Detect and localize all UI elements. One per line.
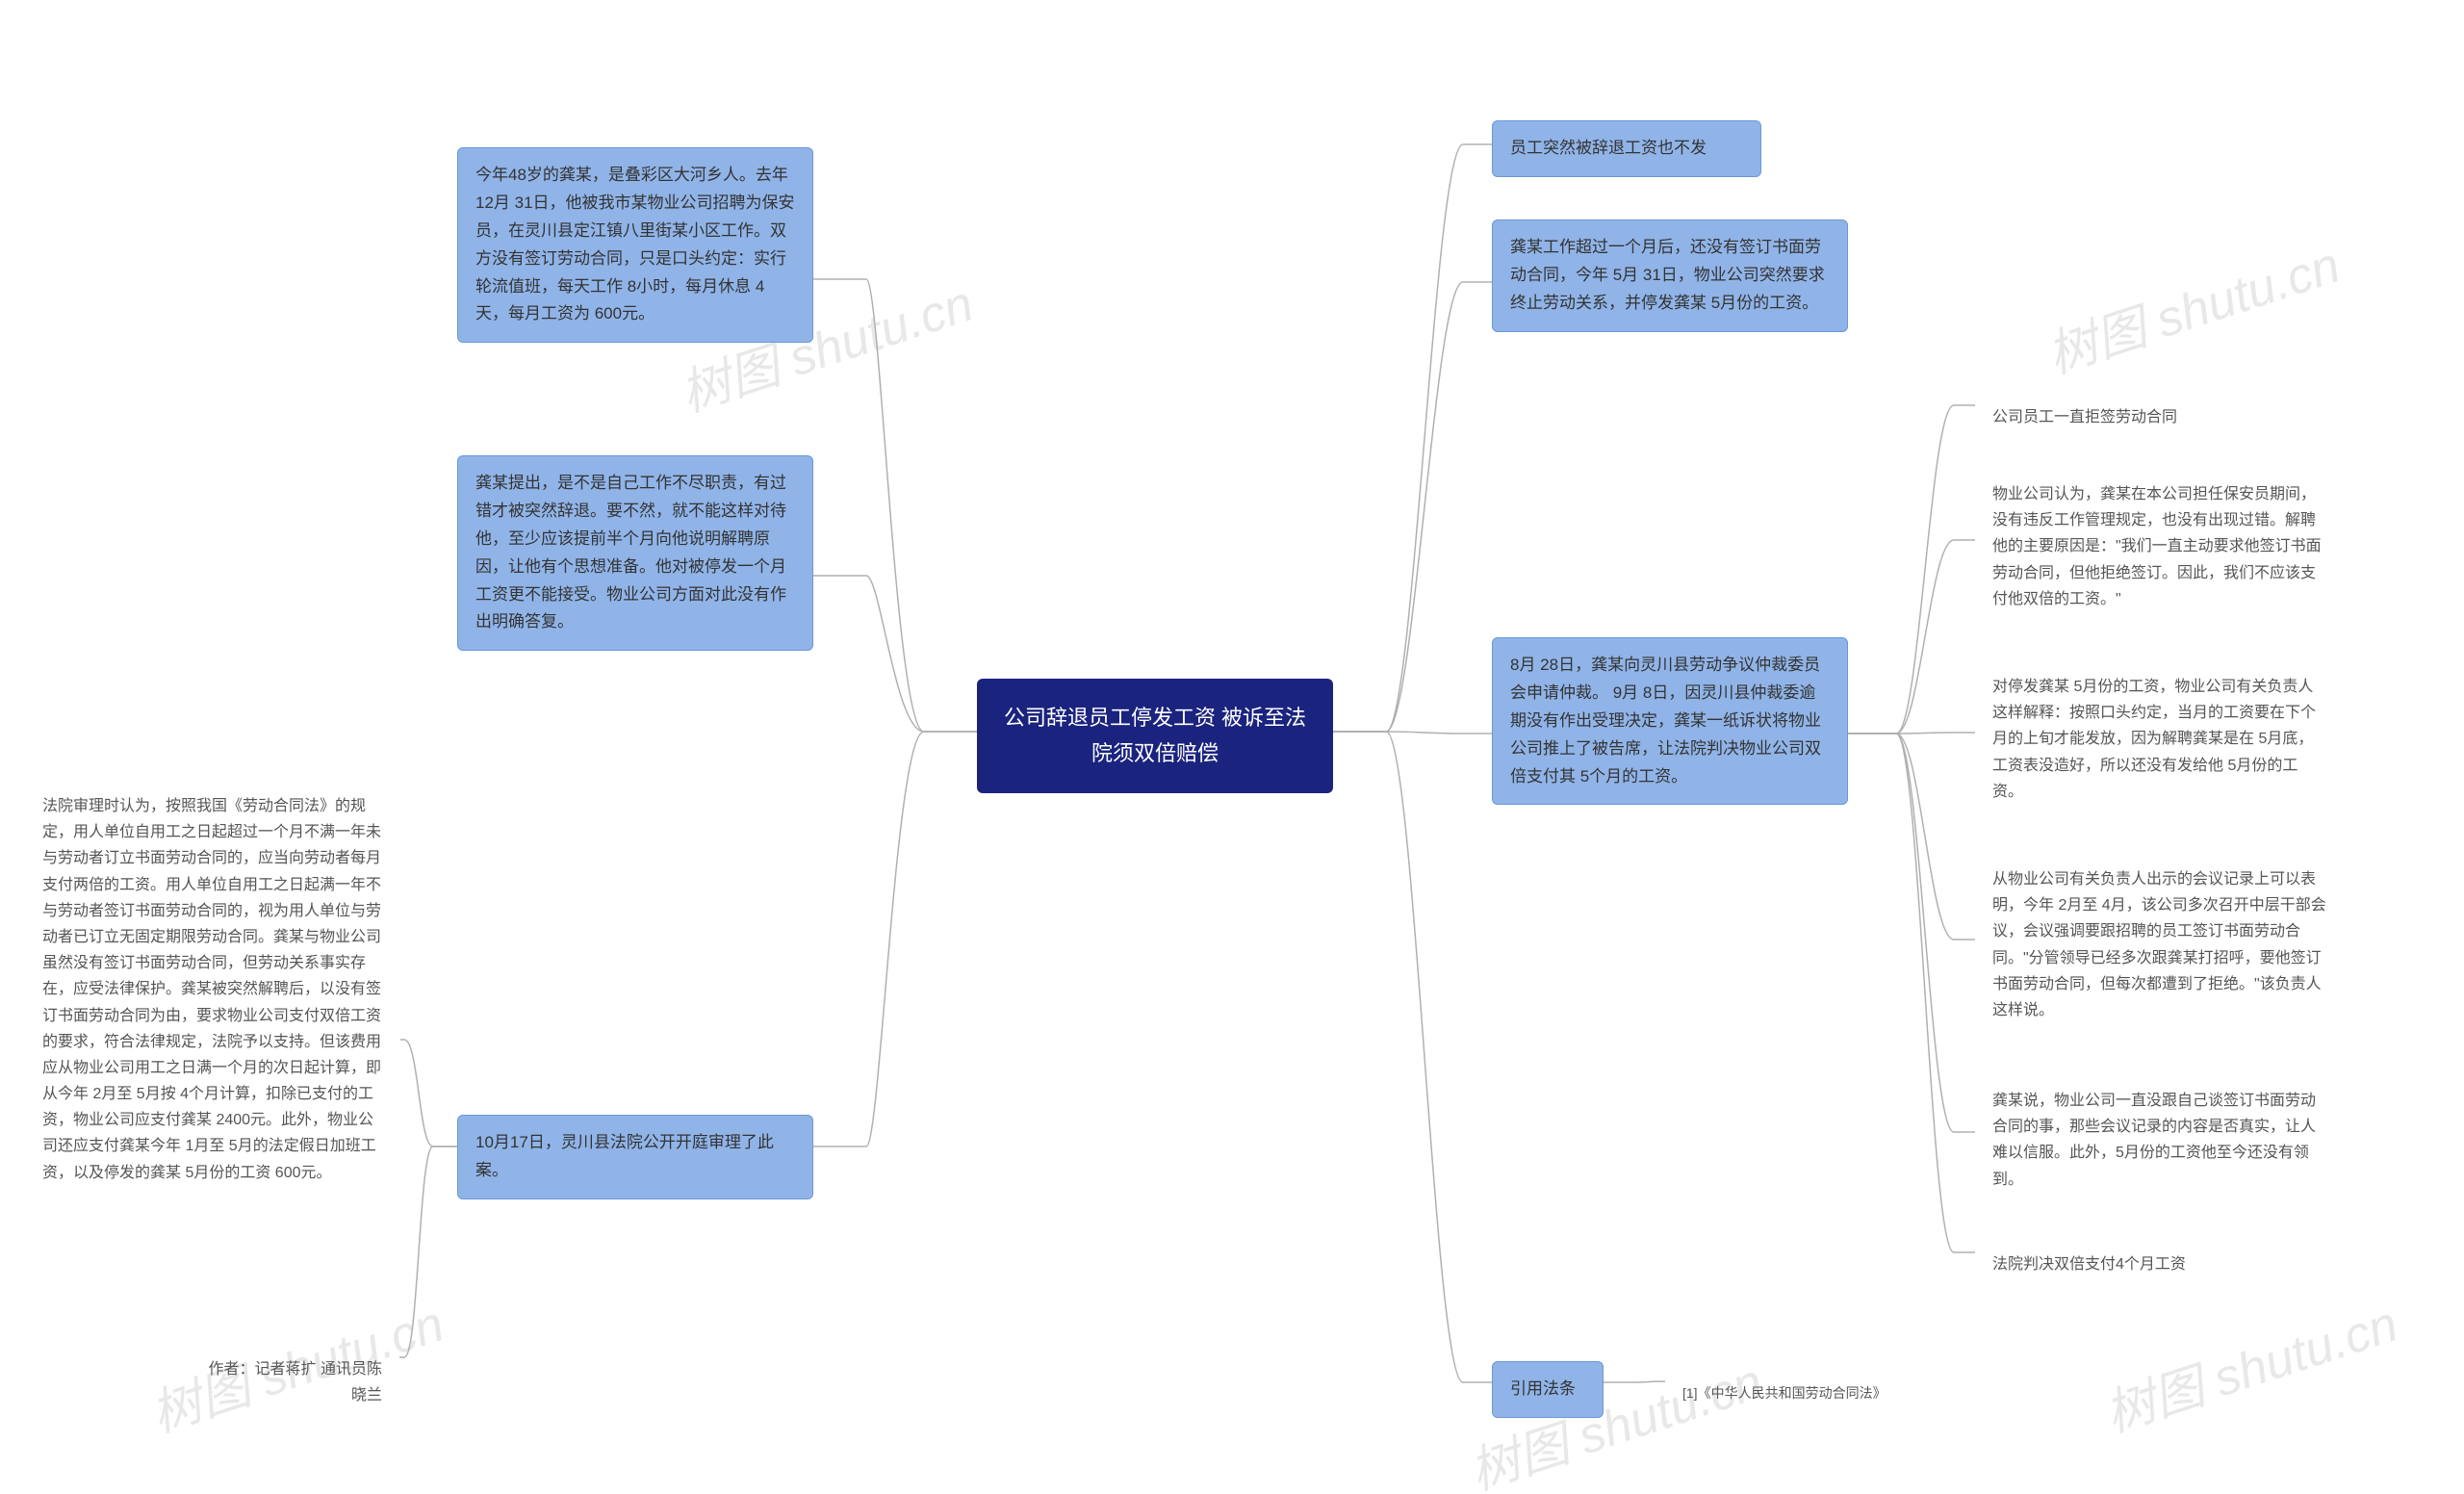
node-refused-contract: 公司员工一直拒签劳动合同 [1975, 391, 2196, 444]
node-court-hearing: 10月17日，灵川县法院公开开庭审理了此案。 [457, 1115, 813, 1199]
node-may-salary-explain: 对停发龚某 5月份的工资，物业公司有关负责人这样解释：按照口头约定，当月的工资要… [1975, 660, 2346, 818]
node-gong-question: 龚某提出，是不是自己工作不尽职责，有过错才被突然辞退。要不然，就不能这样对待他，… [457, 455, 813, 651]
node-law-ref: [1]《中华人民共和国劳动合同法》 [1665, 1369, 1935, 1419]
node-no-contract: 龚某工作超过一个月后，还没有签订书面劳动合同，今年 5月 31日，物业公司突然要… [1492, 219, 1848, 332]
node-court-ruling: 法院审理时认为，按照我国《劳动合同法》的规定，用人单位自用工之日起超过一个月不满… [25, 780, 400, 1199]
node-gong-denies: 龚某说，物业公司一直没跟自己谈签订书面劳动合同的事，那些会议记录的内容是否真实，… [1975, 1074, 2346, 1206]
watermark: 树图 shutu.cn [2037, 224, 2348, 387]
node-author: 作者：记者蒋扩 通讯员陈晓兰 [178, 1343, 399, 1422]
node-meeting-records: 从物业公司有关负责人出示的会议记录上可以表明，今年 2月至 4月，该公司多次召开… [1975, 853, 2346, 1037]
node-verdict: 法院判决双倍支付4个月工资 [1975, 1238, 2216, 1291]
node-sudden-dismissal: 员工突然被辞退工资也不发 [1492, 120, 1761, 177]
node-company-view: 物业公司认为，龚某在本公司担任保安员期间，没有违反工作管理规定，也没有出现过错。… [1975, 468, 2346, 626]
node-cited-law: 引用法条 [1492, 1361, 1604, 1418]
node-gong-intro: 今年48岁的龚某，是叠彩区大河乡人。去年 12月 31日，他被我市某物业公司招聘… [457, 147, 813, 343]
center-topic: 公司辞退员工停发工资 被诉至法院须双倍赔偿 [977, 679, 1333, 793]
watermark: 树图 shutu.cn [2094, 1283, 2405, 1446]
node-arbitration: 8月 28日，龚某向灵川县劳动争议仲裁委员会申请仲裁。 9月 8日，因灵川县仲裁… [1492, 637, 1848, 805]
